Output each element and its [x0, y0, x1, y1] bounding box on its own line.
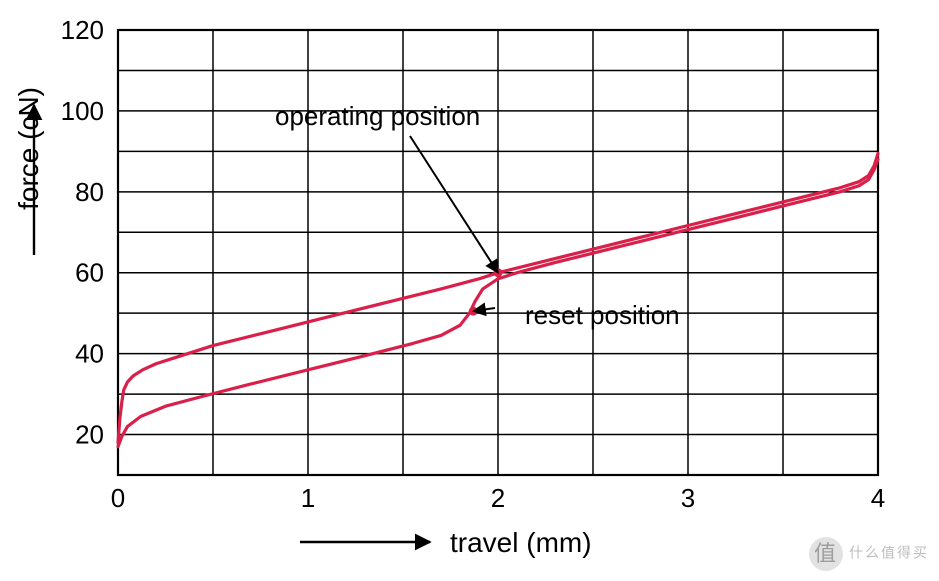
y-tick-label: 100: [61, 96, 104, 126]
y-axis-label: force (cN): [13, 87, 44, 210]
x-tick-label: 3: [681, 483, 695, 513]
annotation-operating-label: operating position: [275, 101, 480, 131]
x-tick-label: 4: [871, 483, 885, 513]
x-axis-label: travel (mm): [450, 527, 592, 558]
watermark-text: 什么值得买: [849, 545, 929, 561]
y-tick-label: 60: [75, 258, 104, 288]
watermark: 值什么值得买: [809, 537, 929, 571]
x-tick-label: 0: [111, 483, 125, 513]
force-travel-chart: 0 1 2 3 4 20 40 60 80 100 120 operating position res…: [0, 0, 939, 581]
x-tick-label: 1: [301, 483, 315, 513]
annotation-operating-arrow: [410, 136, 498, 273]
x-tick-label: 2: [491, 483, 505, 513]
y-tick-label: 120: [61, 15, 104, 45]
y-tick-label: 40: [75, 339, 104, 369]
annotation-reset-label: reset position: [525, 300, 680, 330]
watermark-icon: 值: [809, 537, 843, 571]
y-tick-label: 80: [75, 177, 104, 207]
y-tick-label: 20: [75, 420, 104, 450]
